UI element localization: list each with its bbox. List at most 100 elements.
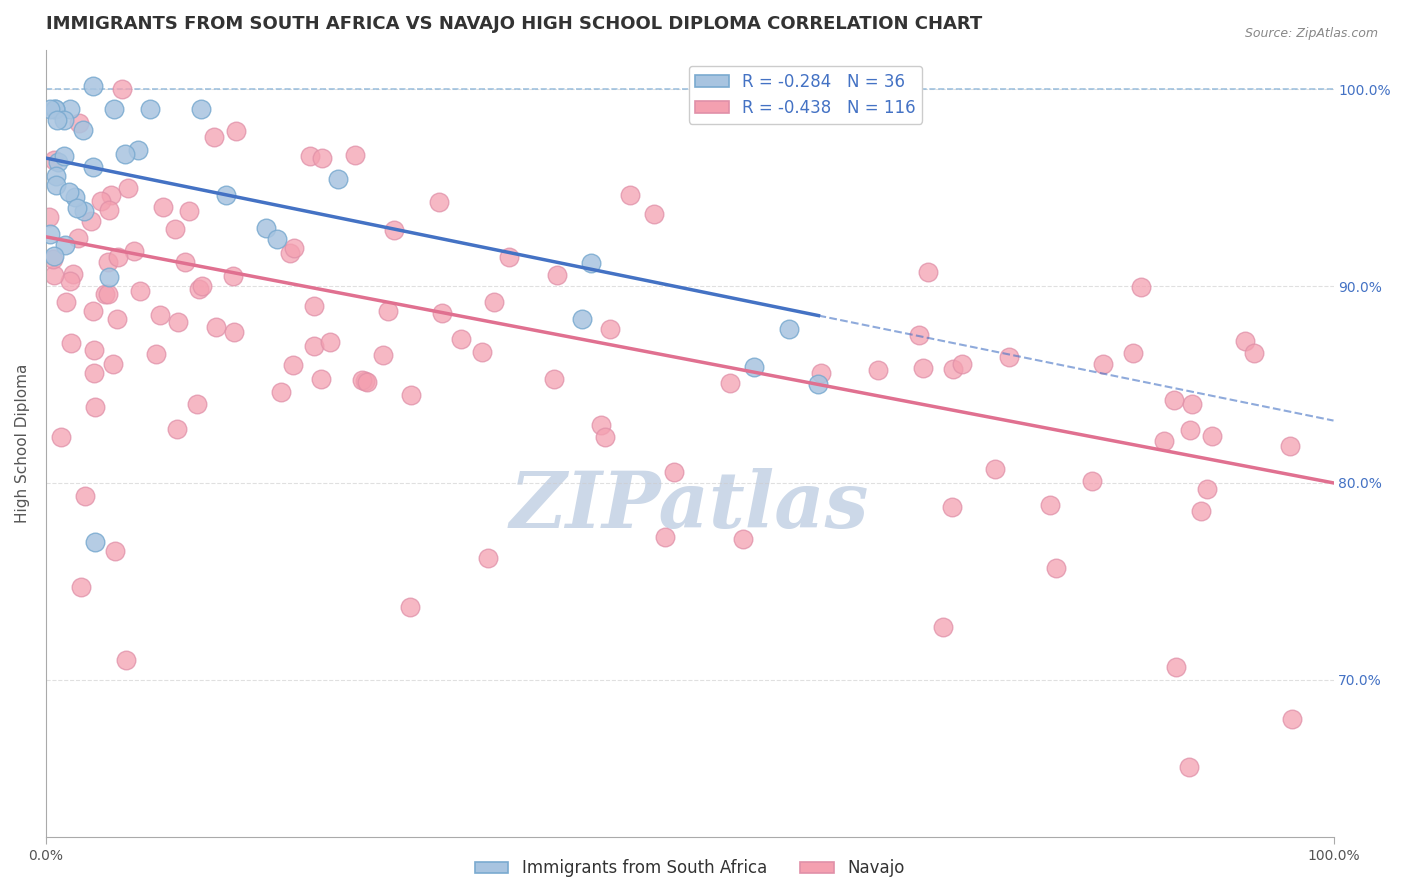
- Point: [83, 366, 105, 380]
- Point: [222, 325, 245, 339]
- Point: [138, 102, 160, 116]
- Point: [107, 250, 129, 264]
- Point: [309, 372, 332, 386]
- Point: [62, 267, 84, 281]
- Point: [59, 335, 82, 350]
- Point: [471, 345, 494, 359]
- Point: [302, 339, 325, 353]
- Point: [1039, 498, 1062, 512]
- Point: [1166, 660, 1188, 674]
- Point: [427, 195, 450, 210]
- Point: [950, 357, 973, 371]
- Point: [187, 282, 209, 296]
- Point: [318, 335, 340, 350]
- Point: [58, 185, 80, 199]
- Point: [165, 221, 187, 235]
- Point: [82, 161, 104, 175]
- Point: [53, 237, 76, 252]
- Point: [59, 102, 82, 116]
- Point: [38, 227, 60, 241]
- Point: [174, 255, 197, 269]
- Point: [45, 169, 67, 183]
- Point: [931, 620, 953, 634]
- Point: [46, 155, 69, 169]
- Point: [299, 149, 322, 163]
- Point: [399, 600, 422, 615]
- Point: [97, 286, 120, 301]
- Text: ZIPatlas: ZIPatlas: [510, 468, 869, 545]
- Point: [1045, 561, 1067, 575]
- Point: [83, 343, 105, 357]
- Point: [868, 363, 890, 377]
- Point: [664, 465, 686, 479]
- Point: [101, 357, 124, 371]
- Point: [283, 241, 305, 255]
- Point: [1189, 503, 1212, 517]
- Legend: Immigrants from South Africa, Navajo: Immigrants from South Africa, Navajo: [468, 853, 911, 884]
- Point: [42, 268, 65, 283]
- Point: [1195, 482, 1218, 496]
- Point: [122, 244, 145, 258]
- Point: [1279, 439, 1302, 453]
- Point: [1081, 474, 1104, 488]
- Point: [167, 315, 190, 329]
- Point: [354, 374, 377, 388]
- Point: [90, 194, 112, 209]
- Point: [73, 204, 96, 219]
- Point: [477, 551, 499, 566]
- Point: [599, 321, 621, 335]
- Point: [166, 422, 188, 436]
- Point: [63, 189, 86, 203]
- Point: [1281, 712, 1303, 726]
- Point: [52, 112, 75, 127]
- Point: [103, 102, 125, 116]
- Point: [643, 207, 665, 221]
- Text: IMMIGRANTS FROM SOUTH AFRICA VS NAVAJO HIGH SCHOOL DIPLOMA CORRELATION CHART: IMMIGRANTS FROM SOUTH AFRICA VS NAVAJO H…: [46, 15, 983, 33]
- Point: [49, 430, 72, 444]
- Point: [186, 397, 208, 411]
- Point: [654, 530, 676, 544]
- Point: [1178, 423, 1201, 437]
- Point: [311, 151, 333, 165]
- Point: [127, 144, 149, 158]
- Point: [222, 268, 245, 283]
- Point: [225, 124, 247, 138]
- Point: [205, 319, 228, 334]
- Point: [145, 346, 167, 360]
- Point: [44, 102, 66, 116]
- Point: [1201, 429, 1223, 443]
- Point: [543, 372, 565, 386]
- Point: [1153, 434, 1175, 448]
- Point: [1178, 760, 1201, 774]
- Point: [190, 102, 212, 116]
- Point: [38, 102, 60, 116]
- Point: [278, 245, 301, 260]
- Point: [589, 417, 612, 432]
- Text: Source: ZipAtlas.com: Source: ZipAtlas.com: [1244, 27, 1378, 40]
- Point: [45, 178, 67, 192]
- Point: [302, 299, 325, 313]
- Point: [98, 270, 121, 285]
- Point: [67, 116, 90, 130]
- Y-axis label: High School Diploma: High School Diploma: [15, 364, 30, 524]
- Point: [67, 230, 90, 244]
- Point: [73, 489, 96, 503]
- Point: [191, 279, 214, 293]
- Point: [917, 265, 939, 279]
- Point: [94, 286, 117, 301]
- Point: [266, 231, 288, 245]
- Point: [98, 202, 121, 217]
- Point: [1130, 279, 1153, 293]
- Point: [202, 129, 225, 144]
- Point: [377, 303, 399, 318]
- Point: [382, 223, 405, 237]
- Point: [177, 203, 200, 218]
- Point: [430, 306, 453, 320]
- Point: [908, 327, 931, 342]
- Point: [215, 188, 238, 202]
- Point: [731, 532, 754, 546]
- Point: [807, 377, 830, 392]
- Point: [44, 153, 66, 167]
- Point: [38, 210, 60, 224]
- Point: [984, 462, 1007, 476]
